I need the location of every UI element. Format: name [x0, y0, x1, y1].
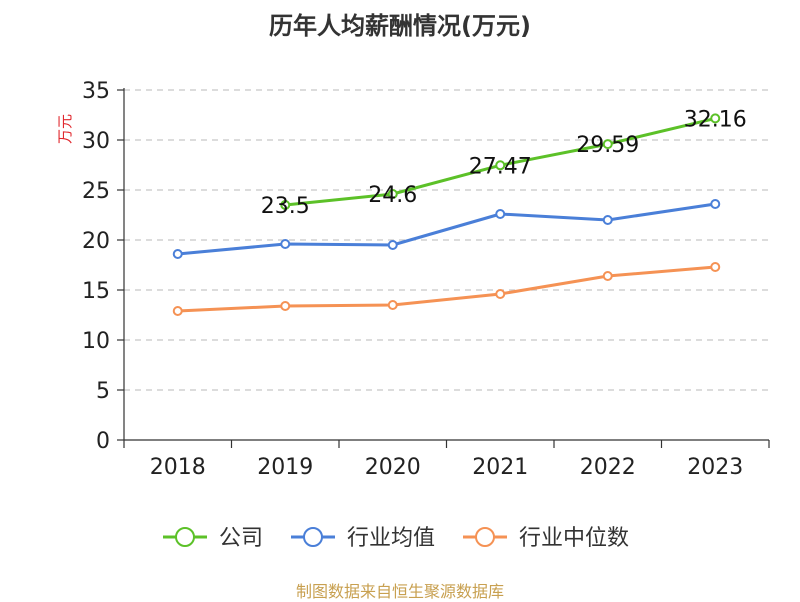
data-point [280, 200, 291, 210]
data-point [602, 215, 613, 225]
chart-title: 历年人均薪酬情况(万元) [269, 12, 531, 40]
data-point [172, 306, 183, 316]
data-point [710, 262, 721, 272]
y-tick-label: 20 [82, 229, 110, 254]
legend-label: 行业均值 [347, 526, 435, 551]
y-tick-label: 15 [82, 279, 110, 304]
data-point [387, 189, 398, 199]
legend-label: 公司 [219, 526, 263, 551]
legend-swatch-marker [475, 527, 495, 547]
legend-swatch-marker [303, 527, 323, 547]
data-label: 27.47 [469, 154, 532, 179]
data-label: 29.59 [576, 133, 639, 158]
y-tick-label: 5 [96, 379, 110, 404]
legend-swatch-marker [175, 527, 195, 547]
data-point [495, 289, 506, 299]
source-footer: 制图数据来自恒生聚源数据库 [295, 582, 504, 601]
series-line [176, 265, 717, 313]
y-tick-label: 35 [82, 79, 110, 104]
y-tick-label: 0 [96, 429, 110, 454]
data-point [495, 160, 506, 171]
x-tick-label: 2020 [365, 455, 421, 480]
data-point [172, 249, 183, 259]
data-label: 23.5 [261, 194, 310, 219]
x-tick-label: 2023 [687, 455, 743, 480]
legend-label: 行业中位数 [519, 526, 629, 551]
x-tick-label: 2021 [472, 455, 528, 480]
y-tick-label: 10 [82, 329, 110, 354]
data-point [387, 240, 398, 250]
data-point [280, 301, 291, 311]
data-point [602, 271, 613, 281]
data-point [495, 209, 506, 219]
y-axis-label: 万元 [56, 114, 74, 144]
data-label: 24.6 [368, 183, 417, 208]
data-point [602, 139, 613, 150]
data-point [710, 199, 721, 209]
x-tick-label: 2019 [257, 455, 313, 480]
data-point [280, 239, 291, 249]
data-point [387, 300, 398, 310]
x-tick-label: 2018 [150, 455, 206, 480]
y-tick-label: 25 [82, 179, 110, 204]
series-line [176, 202, 717, 256]
x-tick-label: 2022 [580, 455, 636, 480]
y-tick-label: 30 [82, 129, 110, 154]
data-label: 32.16 [684, 107, 747, 132]
data-point [710, 113, 721, 124]
